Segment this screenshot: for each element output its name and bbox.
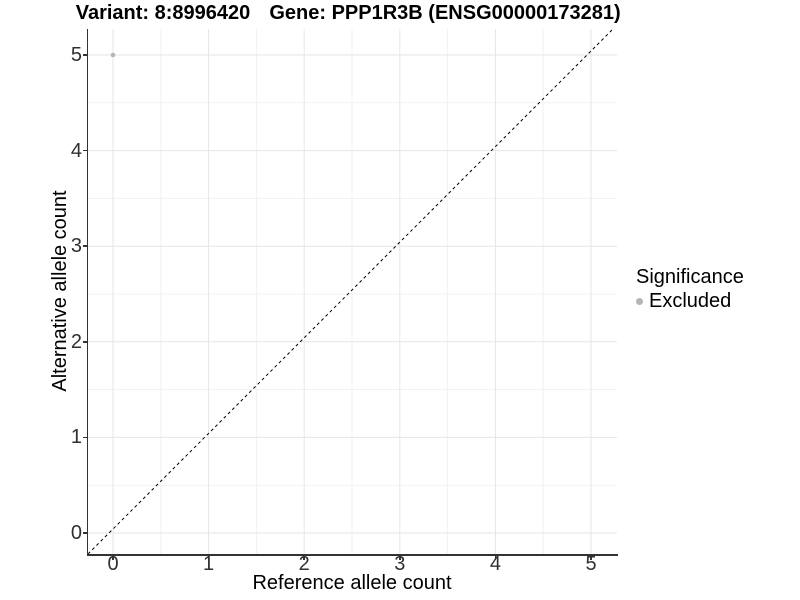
x-tick-label: 1 (203, 553, 215, 575)
reference-line (88, 29, 614, 554)
y-tick-label: 1 (70, 426, 82, 449)
x-tick-label: 4 (489, 553, 501, 575)
x-tick-mark (207, 555, 210, 560)
plot-title-variant: Variant: 8:8996420 (75, 2, 251, 24)
plot-canvas (88, 29, 617, 554)
x-tick-label: 5 (585, 553, 597, 575)
data-point (110, 52, 116, 58)
y-tick-label: 5 (70, 44, 82, 66)
x-tick-label: 3 (394, 553, 406, 575)
legend-item-label: Excluded (649, 290, 732, 312)
legend-point-icon (636, 297, 643, 305)
y-tick-mark (82, 341, 87, 343)
y-tick-mark (82, 245, 87, 247)
y-tick-mark (82, 54, 87, 56)
y-tick-label: 2 (70, 330, 82, 353)
y-tick-mark (82, 436, 87, 439)
y-axis-title: Alternative allele count (49, 190, 71, 392)
x-axis-line (86, 554, 618, 556)
x-tick-mark (590, 555, 592, 560)
x-tick-label: 2 (298, 553, 310, 575)
legend: Significance Excluded (636, 266, 744, 313)
legend-title: Significance (636, 266, 744, 288)
y-tick-label: 3 (70, 235, 82, 258)
x-tick-mark (399, 555, 401, 560)
plot-title-gene: Gene: PPP1R3B (ENSG00000173281) (269, 2, 621, 24)
y-axis-line (86, 29, 88, 556)
y-tick-mark (82, 532, 87, 534)
x-tick-mark (303, 555, 305, 560)
x-axis-title: Reference allele count (252, 572, 452, 594)
x-tick-label: 0 (107, 553, 119, 575)
x-tick-mark (112, 555, 114, 560)
y-tick-mark (82, 149, 87, 152)
legend-item-excluded: Excluded (636, 289, 744, 313)
x-tick-mark (494, 555, 497, 560)
y-tick-label: 4 (70, 139, 82, 162)
y-tick-label: 0 (70, 522, 82, 544)
